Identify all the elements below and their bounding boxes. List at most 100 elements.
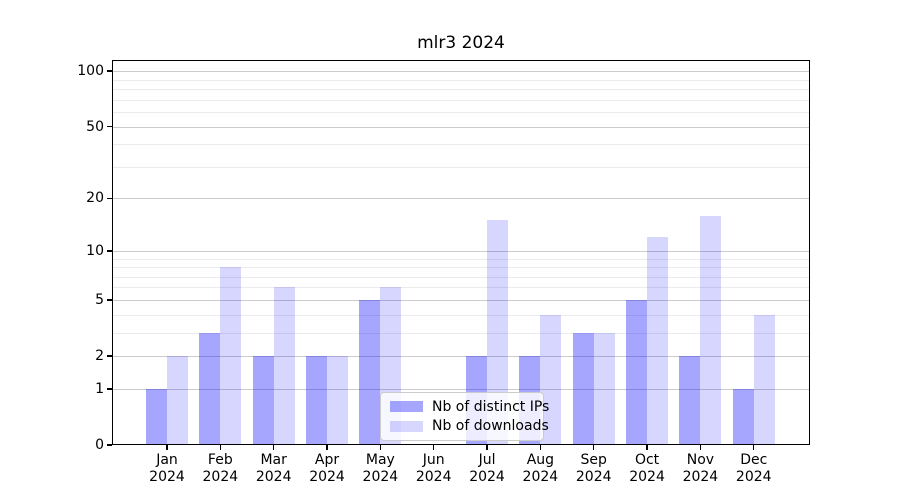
minor-gridline	[112, 332, 810, 334]
x-tick-label: Jan 2024	[135, 452, 199, 486]
x-tick-label-line: May	[365, 452, 395, 468]
x-tick-label-line: Jan	[156, 452, 178, 468]
x-tick-mark	[592, 445, 595, 450]
x-tick-label-line: 2024	[149, 469, 185, 485]
y-tick-label: 100	[77, 63, 104, 80]
x-tick-label: Mar 2024	[242, 452, 306, 486]
x-tick-label-line: 2024	[362, 469, 399, 485]
major-gridline	[112, 198, 810, 200]
plot-area	[112, 60, 810, 445]
y-tick-mark	[107, 197, 112, 200]
major-gridline	[112, 388, 810, 390]
y-tick-mark	[107, 299, 112, 301]
bar-distinct-ips	[572, 332, 594, 445]
x-tick-label-line: 2024	[415, 469, 452, 485]
x-tick-label: Sep 2024	[562, 452, 626, 486]
legend-swatch-distinct-ips	[390, 401, 423, 413]
major-gridline	[112, 299, 810, 301]
x-tick-label-line: Feb	[207, 452, 233, 468]
minor-gridline	[112, 166, 810, 168]
major-gridline	[112, 71, 810, 73]
x-tick-label-line: 2024	[309, 469, 345, 485]
y-tick-label: 5	[95, 291, 104, 308]
legend-label-distinct-ips: Nb of distinct IPs	[432, 398, 550, 415]
chart-title: mlr3 2024	[417, 33, 505, 53]
y-tick-mark	[107, 70, 112, 72]
y-tick-label: 0	[95, 437, 104, 453]
x-tick-label-line: Aug	[526, 452, 555, 468]
x-tick-label: May 2024	[348, 452, 412, 486]
x-tick-label: Jun 2024	[402, 452, 466, 486]
y-tick-mark	[107, 388, 112, 390]
y-tick-label: 1	[95, 380, 104, 397]
x-tick-label-line: 2024	[682, 469, 719, 485]
bar-downloads	[327, 356, 349, 445]
x-tick-mark	[486, 445, 488, 450]
bar-distinct-ips	[306, 356, 328, 445]
x-tick-label-line: Sep	[580, 452, 607, 468]
bar-downloads	[700, 215, 722, 445]
bar-downloads	[593, 332, 615, 445]
minor-gridline	[112, 144, 810, 146]
x-tick-label: Aug 2024	[508, 452, 572, 486]
y-tick-mark	[107, 250, 112, 252]
major-gridline	[112, 250, 810, 252]
x-tick-mark	[646, 445, 648, 450]
bar-downloads	[753, 314, 775, 445]
minor-gridline	[112, 287, 810, 289]
x-tick-label-line: 2024	[629, 469, 665, 485]
bar-distinct-ips	[199, 332, 221, 445]
x-tick-label-line: Apr	[314, 452, 340, 468]
x-tick-mark	[219, 445, 222, 450]
bar-downloads	[647, 237, 669, 445]
bar-distinct-ips	[252, 356, 274, 445]
x-tick-mark	[432, 445, 435, 450]
minor-gridline	[112, 89, 810, 91]
y-tick-label: 50	[86, 118, 104, 135]
x-tick-mark	[539, 445, 542, 450]
minor-gridline	[112, 99, 810, 101]
x-tick-label-line: Oct	[634, 452, 660, 468]
x-tick-label-line: Jul	[478, 452, 496, 468]
x-tick-mark	[166, 445, 168, 450]
x-tick-mark	[379, 445, 382, 450]
y-tick-label: 10	[86, 242, 104, 259]
bar-downloads	[273, 287, 295, 445]
y-tick-mark	[107, 125, 112, 128]
bar-downloads	[220, 267, 242, 445]
major-gridline	[112, 126, 810, 128]
minor-gridline	[112, 267, 810, 269]
major-gridline	[112, 356, 810, 358]
x-tick-label: Oct 2024	[615, 452, 679, 486]
x-tick-label-line: 2024	[735, 469, 772, 485]
x-tick-label: Dec 2024	[722, 452, 786, 486]
x-tick-label-line: 2024	[522, 469, 559, 485]
x-tick-label-line: 2024	[469, 469, 505, 485]
x-tick-mark	[272, 445, 275, 450]
bar-downloads	[540, 314, 562, 445]
x-tick-label: Jul 2024	[455, 452, 519, 486]
bar-distinct-ips	[679, 356, 701, 445]
x-tick-mark	[326, 445, 328, 450]
x-tick-label: Feb 2024	[188, 452, 252, 486]
legend-swatch-downloads	[390, 420, 423, 432]
bar-distinct-ips	[146, 388, 167, 445]
x-tick-label-line: 2024	[202, 469, 239, 485]
legend-entry-downloads: Nb of downloads	[390, 418, 549, 434]
minor-gridline	[112, 314, 810, 316]
minor-gridline	[112, 112, 810, 114]
x-tick-label: Apr 2024	[295, 452, 359, 486]
x-tick-label: Nov 2024	[668, 452, 732, 486]
minor-gridline	[112, 79, 810, 81]
minor-gridline	[112, 258, 810, 260]
x-tick-label-line: Mar	[260, 452, 287, 468]
bar-downloads	[167, 356, 188, 445]
y-tick-mark	[107, 355, 112, 357]
bar-downloads	[487, 220, 509, 445]
x-tick-label-line: Dec	[740, 452, 768, 468]
y-tick-mark	[107, 444, 112, 446]
bar-distinct-ips	[626, 299, 648, 445]
legend-entry-distinct-ips: Nb of distinct IPs	[390, 399, 549, 415]
y-tick-label: 20	[86, 190, 104, 207]
